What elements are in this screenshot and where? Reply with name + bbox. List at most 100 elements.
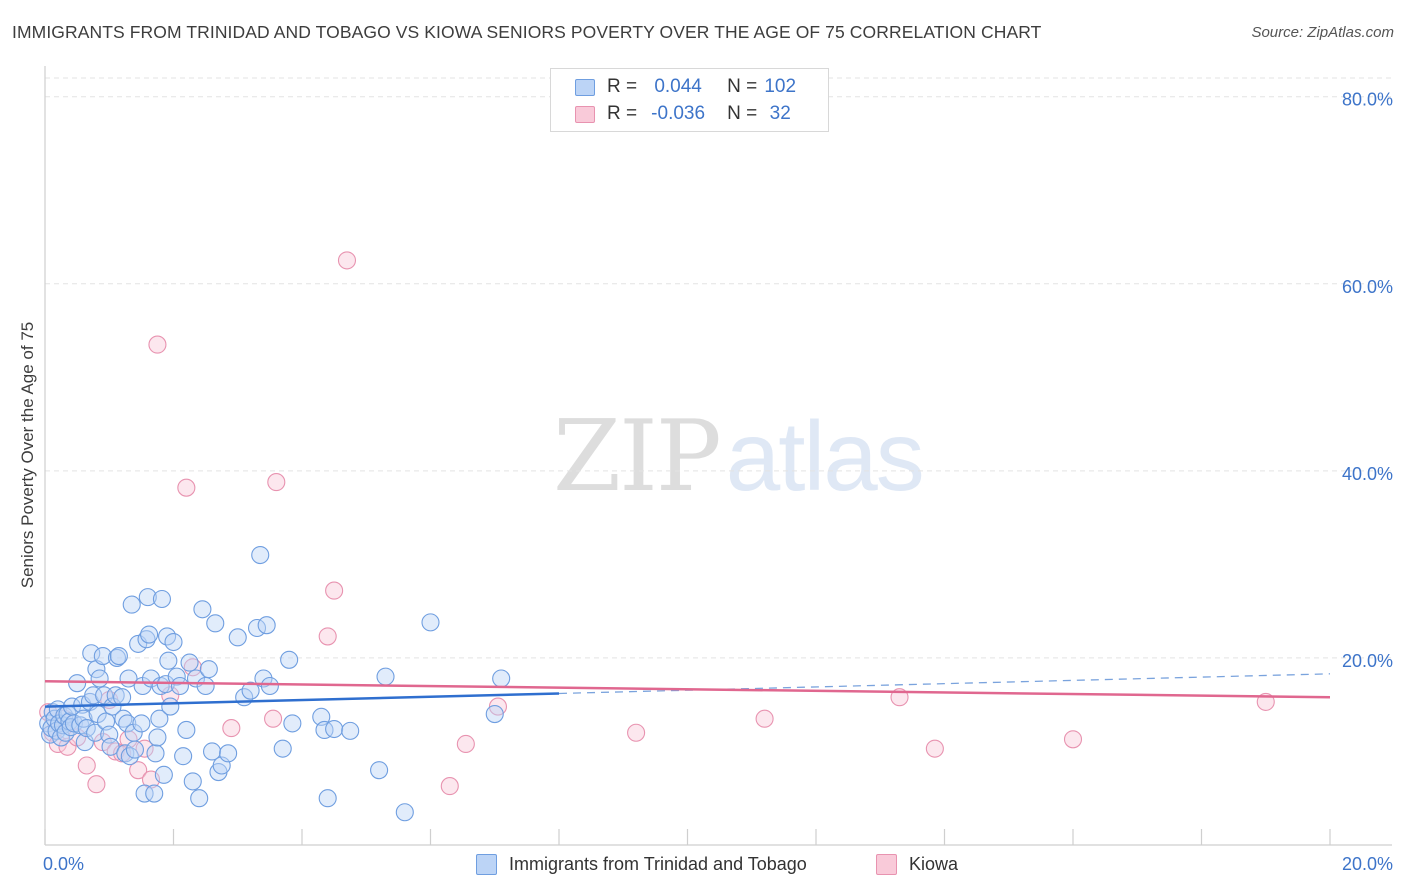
data-point-trinidad [485,704,504,724]
data-point-trinidad [84,686,103,705]
bottom-legend-label-pink: Kiowa [909,853,959,874]
data-point-trinidad [43,703,62,722]
data-point-trinidad [280,650,299,669]
data-point-kiowa [264,709,283,728]
bottom-legend-swatch-pink [876,853,897,875]
data-point-trinidad [145,784,164,803]
data-point-trinidad [273,739,292,758]
data-point-trinidad [180,653,199,672]
data-point-kiowa [1063,730,1083,749]
y-tick-label: 60.0% [1342,277,1393,297]
data-point-trinidad [421,613,440,632]
data-point-trinidad [219,744,238,763]
data-point-trinidad [203,742,222,761]
data-point-trinidad [492,669,511,688]
data-point-kiowa [325,581,344,600]
data-point-kiowa [135,739,154,758]
data-point-trinidad [164,632,183,652]
data-point-kiowa [77,756,96,775]
legend-r-label: R = [607,76,638,97]
data-point-trinidad [183,772,202,791]
data-point-trinidad [251,545,270,565]
legend-n-value: 32 [769,103,791,124]
legend-row-blue: R = 0.044 N = 102 [575,74,803,100]
data-point-trinidad [174,747,193,766]
legend-swatch-pink [575,105,595,123]
data-point-trinidad [341,721,360,740]
data-point-trinidad [135,784,154,803]
data-point-trinidad [257,616,276,635]
data-point-trinidad [199,660,218,679]
watermark-atlas: atlas [725,401,925,511]
y-tick-label: 40.0% [1342,464,1393,484]
data-point-kiowa [129,761,148,780]
data-point-trinidad [196,676,215,696]
data-point-trinidad [86,723,105,742]
trend-line-trinidad [44,692,560,708]
legend-r-value: 0.044 [654,76,702,97]
data-point-trinidad [93,647,112,666]
data-point-kiowa [267,473,286,492]
data-point-trinidad [152,589,171,609]
data-point-trinidad [113,688,132,707]
data-point-trinidad [228,628,247,647]
chart-title: IMMIGRANTS FROM TRINIDAD AND TOBAGO VS K… [12,22,1042,42]
data-point-kiowa [87,775,106,794]
data-point-trinidad [146,744,165,763]
data-point-trinidad [109,647,128,666]
data-point-kiowa [925,739,944,758]
data-point-trinidad [170,676,189,696]
legend-r-value: -0.036 [651,103,706,124]
data-point-trinidad [132,714,151,733]
x-tick-label: 20.0% [1342,854,1393,874]
data-point-trinidad [193,600,212,619]
data-point-kiowa [58,737,77,756]
data-point-trinidad [190,789,209,808]
legend-n-label: N = [727,76,758,97]
data-point-trinidad [325,719,344,739]
data-point-trinidad [125,740,144,759]
data-point-trinidad [90,669,109,688]
data-point-trinidad [318,789,337,808]
data-point-kiowa [456,734,475,754]
data-point-trinidad [241,681,260,700]
correlation-legend: R = 0.044 N = 102 R = -0.036 N = 32 [550,68,829,132]
data-point-trinidad [177,720,196,740]
data-point-trinidad [148,728,167,747]
data-point-trinidad [140,625,159,644]
legend-n-label: N = [727,103,758,124]
data-point-trinidad [154,765,173,784]
data-point-trinidad [315,720,334,740]
data-point-kiowa [148,335,167,354]
legend-swatch-blue [575,78,595,96]
data-point-trinidad [206,614,225,633]
data-point-trinidad [137,630,156,649]
data-point-trinidad [260,676,279,696]
bottom-legend-item-blue: Immigrants from Trinidad and Tobago [476,851,807,877]
legend-row-pink: R = -0.036 N = 32 [575,101,803,127]
bottom-legend-swatch-blue [476,853,497,875]
data-point-kiowa [755,709,774,728]
data-point-trinidad [159,651,178,670]
data-point-trinidad [101,737,120,756]
data-point-trinidad [376,667,395,686]
x-tick-label: 0.0% [43,854,84,874]
bottom-legend-label-blue: Immigrants from Trinidad and Tobago [509,853,807,874]
data-point-trinidad [103,697,122,716]
data-point-trinidad [283,714,302,733]
y-tick-label: 20.0% [1342,651,1393,671]
watermark-zip: ZIP [553,400,722,514]
data-point-kiowa [222,719,241,738]
data-point-trinidad [118,714,137,733]
data-point-trinidad [395,803,414,822]
data-point-trinidad [161,697,180,716]
y-tick-label: 80.0% [1342,90,1393,110]
source-credit: Source: ZipAtlas.com [1251,24,1394,41]
data-point-trinidad [77,719,96,738]
data-point-trinidad [138,588,157,607]
data-point-kiowa [337,251,357,270]
trend-line-trinidad-extension [558,673,1331,695]
data-point-trinidad [370,761,389,780]
data-point-trinidad [75,733,94,752]
